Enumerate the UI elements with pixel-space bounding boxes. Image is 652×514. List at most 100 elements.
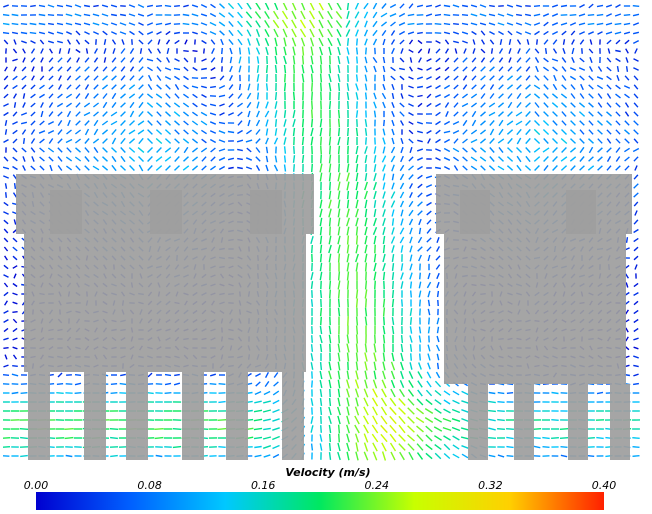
velocity-vector <box>328 406 332 416</box>
velocity-vector <box>372 11 378 19</box>
velocity-vector <box>255 147 261 153</box>
velocity-vector <box>12 165 18 171</box>
velocity-vector <box>218 446 226 448</box>
velocity-vector <box>417 389 423 397</box>
velocity-vector <box>293 164 295 172</box>
velocity-vector <box>128 156 136 162</box>
velocity-vector <box>355 92 359 100</box>
colorbar-tick-label: 0.00 <box>24 479 49 492</box>
velocity-vector <box>632 13 640 17</box>
velocity-vector <box>13 102 17 108</box>
velocity-vector <box>391 352 395 362</box>
velocity-vector <box>319 443 323 451</box>
velocity-vector <box>310 127 314 137</box>
velocity-vector <box>174 58 180 62</box>
velocity-vector <box>507 101 513 109</box>
velocity-vector <box>407 389 415 397</box>
velocity-vector <box>426 281 432 289</box>
velocity-vector <box>597 66 603 72</box>
velocity-vector <box>319 217 323 227</box>
velocity-vector <box>435 246 441 252</box>
velocity-vector <box>363 3 369 10</box>
velocity-vector <box>346 181 350 191</box>
velocity-vector <box>309 28 315 38</box>
velocity-vector <box>363 406 369 416</box>
velocity-vector <box>364 38 368 46</box>
velocity-vector <box>542 147 550 153</box>
velocity-vector <box>390 370 396 380</box>
velocity-vector <box>427 326 431 334</box>
velocity-vector <box>200 3 208 9</box>
velocity-vector <box>355 343 359 353</box>
velocity-vector <box>282 3 288 11</box>
velocity-vector <box>337 208 341 218</box>
velocity-vector <box>67 48 71 54</box>
velocity-vector <box>399 102 405 108</box>
velocity-vector <box>200 111 208 117</box>
velocity-vector <box>56 31 64 35</box>
velocity-vector <box>39 75 45 81</box>
velocity-vector <box>399 164 405 172</box>
velocity-vector <box>453 84 459 90</box>
velocity-vector <box>327 19 333 29</box>
velocity-vector <box>380 415 388 425</box>
velocity-vector <box>400 137 404 145</box>
velocity-vector <box>201 156 207 162</box>
velocity-vector <box>319 235 323 245</box>
velocity-vector <box>328 154 332 164</box>
velocity-vector <box>355 208 359 218</box>
velocity-vector <box>311 100 313 110</box>
velocity-vector <box>263 427 271 431</box>
velocity-vector <box>408 200 414 208</box>
velocity-vector <box>164 138 172 144</box>
velocity-vector <box>544 48 548 54</box>
velocity-vector <box>283 46 287 56</box>
velocity-vector <box>578 111 586 117</box>
velocity-vector <box>506 129 514 135</box>
velocity-vector <box>263 400 271 404</box>
velocity-vector <box>632 5 640 7</box>
velocity-vector <box>408 39 414 45</box>
velocity-vector <box>66 129 72 135</box>
velocity-vector <box>633 337 639 341</box>
velocity-vector <box>246 101 252 109</box>
velocity-vector <box>319 407 323 415</box>
velocity-vector <box>337 244 341 254</box>
velocity-vector <box>453 111 459 117</box>
velocity-vector <box>3 337 9 341</box>
velocity-vector <box>364 370 368 380</box>
velocity-vector <box>173 102 181 108</box>
velocity-vector <box>415 407 425 415</box>
velocity-vector <box>265 64 269 74</box>
velocity-vector <box>525 102 531 108</box>
velocity-vector <box>471 84 477 90</box>
velocity-vector <box>319 343 323 353</box>
velocity-vector <box>3 228 9 234</box>
velocity-vector <box>525 111 531 117</box>
velocity-vector <box>569 67 577 71</box>
velocity-vector <box>408 3 414 9</box>
velocity-vector <box>434 399 442 405</box>
velocity-vector <box>327 37 333 47</box>
velocity-vector <box>570 93 576 99</box>
velocity-vector <box>101 22 109 26</box>
velocity-vector <box>328 190 332 200</box>
velocity-vector <box>12 337 18 341</box>
velocity-vector <box>569 75 577 81</box>
velocity-vector <box>497 418 505 422</box>
velocity-vector <box>372 451 378 461</box>
velocity-vector <box>372 442 378 452</box>
velocity-vector <box>355 289 359 299</box>
velocity-vector <box>479 138 487 144</box>
velocity-vector <box>283 64 287 74</box>
velocity-vector <box>254 11 262 19</box>
velocity-vector <box>218 84 226 90</box>
velocity-vector <box>92 102 100 108</box>
velocity-vector <box>20 436 28 440</box>
velocity-vector <box>192 93 198 99</box>
velocity-vector <box>380 424 388 434</box>
velocity-vector <box>355 154 359 164</box>
velocity-vector <box>319 226 323 236</box>
velocity-vector <box>408 138 414 144</box>
velocity-vector <box>310 344 314 352</box>
